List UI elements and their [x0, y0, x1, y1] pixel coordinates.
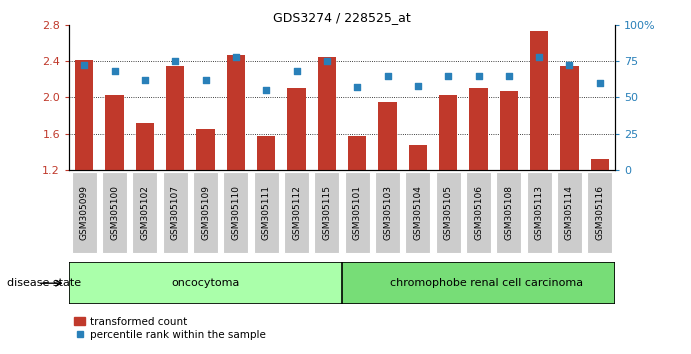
Bar: [348, 136, 366, 170]
Text: GSM305116: GSM305116: [596, 185, 605, 240]
Bar: [530, 31, 548, 170]
Point: [352, 84, 363, 90]
Text: chromophobe renal cell carcinoma: chromophobe renal cell carcinoma: [390, 278, 583, 288]
Point: [594, 80, 605, 86]
Bar: [166, 65, 184, 170]
Bar: [375, 172, 400, 253]
Point: [473, 73, 484, 78]
Bar: [342, 262, 630, 304]
Point: [321, 58, 332, 64]
Bar: [254, 172, 278, 253]
Text: GSM305105: GSM305105: [444, 185, 453, 240]
Bar: [496, 172, 521, 253]
Text: GSM305114: GSM305114: [565, 185, 574, 240]
Legend: transformed count, percentile rank within the sample: transformed count, percentile rank withi…: [75, 317, 266, 340]
Text: GSM305108: GSM305108: [504, 185, 513, 240]
Bar: [557, 172, 582, 253]
Point: [533, 54, 545, 59]
Bar: [379, 102, 397, 170]
Text: GSM305100: GSM305100: [110, 185, 119, 240]
Title: GDS3274 / 228525_at: GDS3274 / 228525_at: [273, 11, 411, 24]
Bar: [102, 172, 127, 253]
Point: [109, 68, 120, 74]
Text: GSM305104: GSM305104: [413, 185, 422, 240]
Text: GSM305111: GSM305111: [262, 185, 271, 240]
Bar: [527, 172, 551, 253]
Bar: [284, 172, 309, 253]
Text: GSM305106: GSM305106: [474, 185, 483, 240]
Text: GSM305107: GSM305107: [171, 185, 180, 240]
Bar: [436, 172, 461, 253]
Text: GSM305115: GSM305115: [323, 185, 332, 240]
Point: [291, 68, 302, 74]
Bar: [469, 88, 488, 170]
Bar: [75, 60, 93, 170]
Bar: [227, 55, 245, 170]
Bar: [500, 91, 518, 170]
Text: GSM305113: GSM305113: [535, 185, 544, 240]
Bar: [409, 145, 427, 170]
Bar: [587, 172, 612, 253]
Bar: [136, 123, 154, 170]
Point: [170, 58, 181, 64]
Bar: [287, 88, 305, 170]
Bar: [591, 159, 609, 170]
Point: [503, 73, 514, 78]
Point: [382, 73, 393, 78]
Bar: [406, 172, 430, 253]
Point: [140, 77, 151, 83]
Text: GSM305110: GSM305110: [231, 185, 240, 240]
Point: [443, 73, 454, 78]
Bar: [560, 65, 578, 170]
Bar: [163, 172, 188, 253]
Bar: [106, 95, 124, 170]
Bar: [345, 172, 370, 253]
Bar: [257, 136, 275, 170]
Point: [261, 87, 272, 93]
Text: GSM305102: GSM305102: [140, 185, 149, 240]
Text: GSM305101: GSM305101: [352, 185, 361, 240]
Bar: [439, 95, 457, 170]
Point: [564, 63, 575, 68]
Bar: [466, 172, 491, 253]
Bar: [223, 172, 248, 253]
Text: GSM305099: GSM305099: [79, 185, 88, 240]
Point: [79, 63, 90, 68]
Bar: [193, 172, 218, 253]
Text: GSM305112: GSM305112: [292, 185, 301, 240]
Bar: [133, 172, 158, 253]
Text: GSM305109: GSM305109: [201, 185, 210, 240]
Point: [200, 77, 211, 83]
Point: [413, 83, 424, 88]
Bar: [314, 172, 339, 253]
Bar: [72, 172, 97, 253]
Point: [230, 54, 241, 59]
Bar: [318, 57, 336, 170]
Bar: [196, 129, 215, 170]
Text: GSM305103: GSM305103: [383, 185, 392, 240]
Text: disease state: disease state: [7, 278, 81, 288]
Text: oncocytoma: oncocytoma: [171, 278, 240, 288]
Bar: [69, 262, 342, 304]
